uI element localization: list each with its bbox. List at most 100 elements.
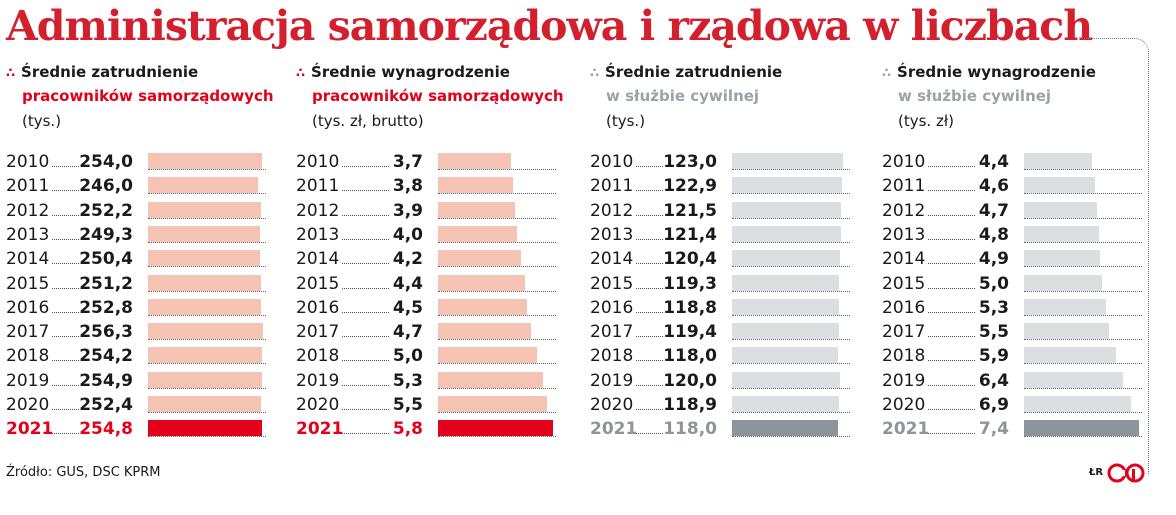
year-label: 2018 — [6, 346, 50, 367]
bar-row: 2017 4,7 — [296, 320, 576, 344]
decorative-frame — [1082, 38, 1149, 474]
chart-header-line1: ∴ Średnie wynagrodzenie — [296, 63, 510, 81]
bar-track — [732, 314, 850, 316]
leader-dots — [636, 166, 663, 167]
bar — [1024, 371, 1124, 388]
value-label: 5,3 — [392, 370, 423, 391]
value-label: 3,7 — [392, 152, 423, 172]
leader-dots — [52, 287, 79, 289]
bar-track — [148, 241, 266, 243]
bar-row: 2021 254,8 — [6, 417, 286, 441]
chart-panel-3: ∴ Średnie zatrudnienie w służbie cywilnej (… — [590, 0, 870, 515]
year-label: 2015 — [882, 273, 926, 294]
bar-row: 2019 120,0 — [590, 369, 870, 393]
leader-dots — [636, 214, 663, 216]
value-label: 4,9 — [978, 249, 1009, 270]
bar-track — [1024, 363, 1142, 365]
chart-header-text: Średnie zatrudnienie — [21, 63, 199, 81]
year-label: 2013 — [590, 224, 634, 245]
year-label: 2013 — [296, 224, 340, 245]
leader-dots — [342, 166, 390, 167]
value-label: 6,4 — [978, 370, 1009, 391]
value-label: 6,9 — [978, 395, 1009, 415]
bar-row: 2020 118,9 — [590, 393, 870, 417]
value-label: 122,9 — [663, 176, 717, 197]
value-label: 256,3 — [79, 322, 133, 343]
leader-dots — [52, 214, 79, 216]
chart-unit-label: (tys. zł, brutto) — [312, 112, 424, 130]
value-label: 252,4 — [79, 395, 133, 415]
leader-dots — [52, 384, 79, 386]
author-initials: ŁR — [1089, 467, 1104, 478]
year-label: 2010 — [882, 152, 926, 172]
leader-dots — [52, 263, 79, 265]
bar — [438, 298, 528, 315]
bar-row: 2018 5,9 — [882, 344, 1162, 368]
bar-track — [732, 339, 850, 341]
bar — [438, 396, 548, 412]
bar-track — [438, 412, 556, 413]
bar — [1024, 396, 1132, 412]
year-label: 2019 — [6, 370, 50, 391]
bar-row: 2012 4,7 — [882, 199, 1162, 223]
value-label: 5,0 — [978, 273, 1009, 294]
leader-dots — [928, 214, 976, 216]
bar-row: 2010 254,0 — [6, 150, 286, 174]
page-title: Administracja samorządowa i rządowa w li… — [6, 2, 1093, 50]
bar-track — [438, 217, 556, 219]
value-label: 4,0 — [392, 224, 423, 245]
year-label: 2012 — [882, 200, 926, 221]
leader-dots — [342, 287, 390, 289]
leader-dots — [342, 190, 390, 192]
bar — [1024, 323, 1110, 340]
leader-dots — [342, 360, 390, 362]
bar-track — [438, 169, 556, 170]
leader-dots — [636, 433, 663, 435]
bar — [438, 177, 514, 194]
chart-header-line1: ∴ Średnie zatrudnienie — [590, 63, 782, 81]
chart-unit-label: (tys.) — [606, 112, 646, 130]
bar — [438, 420, 553, 437]
bar-track — [438, 193, 556, 195]
year-label: 2013 — [6, 224, 50, 245]
year-label: 2018 — [882, 346, 926, 367]
bar — [1024, 225, 1099, 242]
bar-track — [732, 241, 850, 243]
year-label: 2013 — [882, 224, 926, 245]
value-label: 5,5 — [392, 395, 423, 415]
year-label: 2019 — [590, 370, 634, 391]
bar — [732, 347, 839, 364]
chart-header-line1: ∴ Średnie zatrudnienie — [6, 63, 198, 81]
leader-dots — [52, 409, 79, 410]
bar-row: 2014 4,9 — [882, 247, 1162, 271]
bar — [148, 371, 263, 388]
bar — [732, 396, 839, 412]
year-label: 2012 — [590, 200, 634, 221]
leader-dots — [636, 409, 663, 410]
chart-header-text: Średnie wynagrodzenie — [897, 63, 1096, 81]
bar-track — [148, 363, 266, 365]
value-label: 5,8 — [392, 419, 423, 440]
bar-track — [148, 387, 266, 389]
bar-row: 2013 4,0 — [296, 223, 576, 247]
value-label: 4,2 — [392, 249, 423, 270]
bar-row: 2018 5,0 — [296, 344, 576, 368]
value-label: 118,0 — [663, 419, 717, 440]
bar — [1024, 250, 1101, 267]
bar-row: 2021 5,8 — [296, 417, 576, 441]
bar-track — [732, 412, 850, 413]
bar — [148, 298, 262, 315]
year-label: 2021 — [296, 419, 344, 440]
value-label: 4,4 — [978, 152, 1009, 172]
bar-track — [438, 314, 556, 316]
value-label: 252,2 — [79, 200, 133, 221]
bar-row: 2016 4,5 — [296, 296, 576, 320]
year-label: 2015 — [296, 273, 340, 294]
bar-row: 2014 4,2 — [296, 247, 576, 271]
bar — [438, 153, 512, 169]
bar-row: 2011 3,8 — [296, 174, 576, 198]
year-label: 2017 — [296, 322, 340, 343]
bar-track — [1024, 217, 1142, 219]
bar-track — [148, 193, 266, 195]
value-label: 4,4 — [392, 273, 423, 294]
